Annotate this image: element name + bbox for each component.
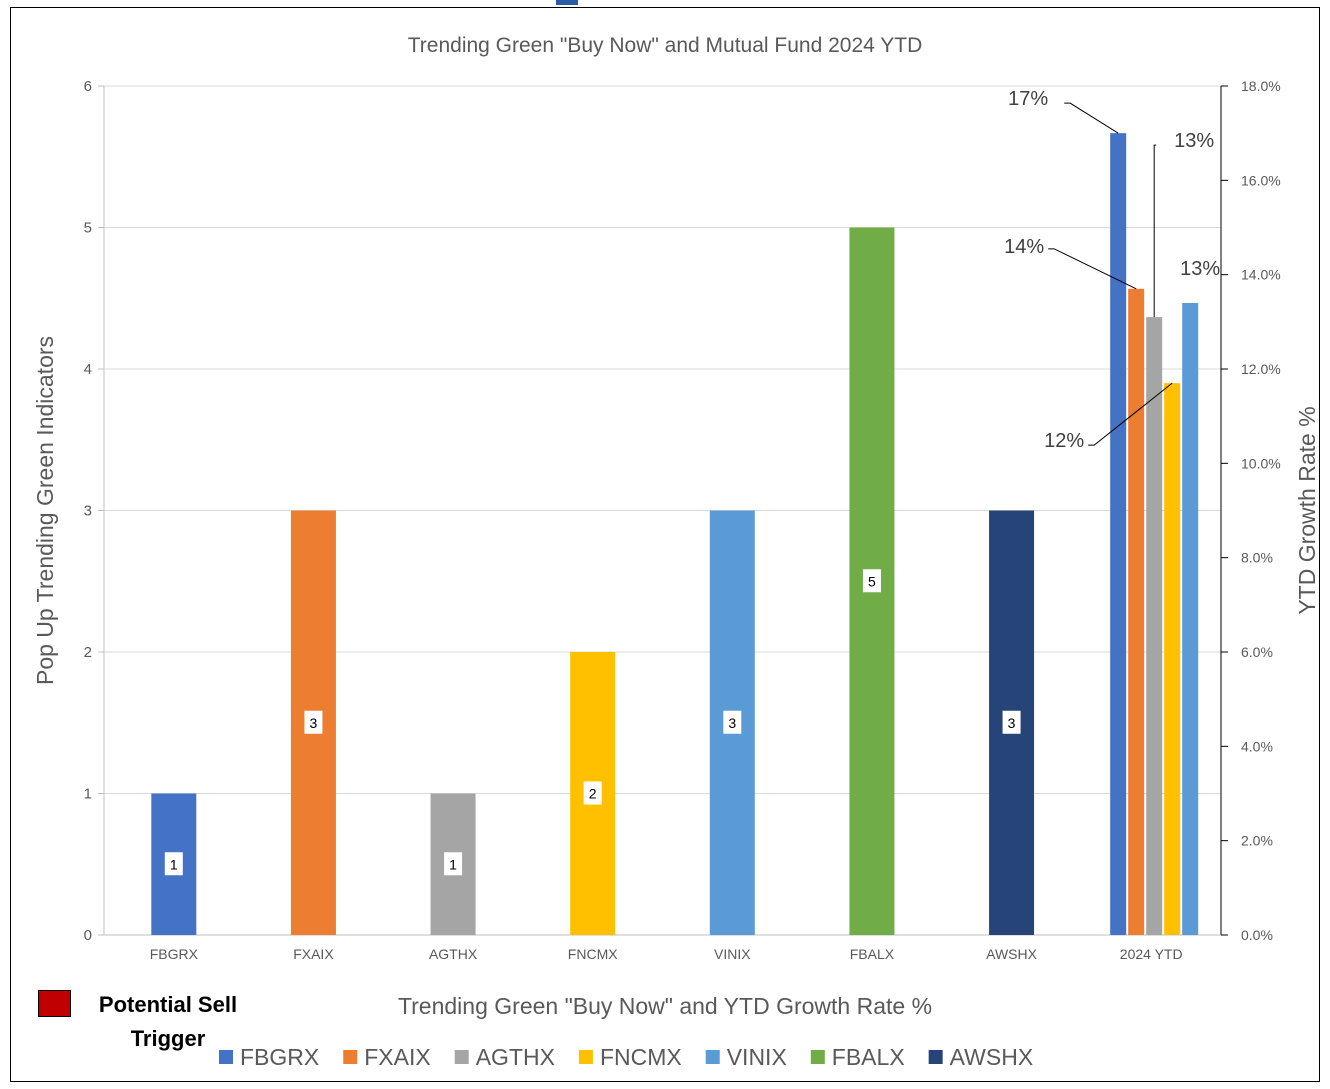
- ytd-leader-line: [1088, 382, 1173, 446]
- indicator-label: 3: [310, 715, 318, 731]
- ytd-data-label: 17%: [1008, 88, 1048, 110]
- indicator-label-box: [862, 569, 881, 593]
- y2-tick-label: 16.0%: [1241, 172, 1281, 188]
- y-tick-label: 6: [84, 78, 92, 95]
- x-tick-label: 2024 YTD: [1120, 946, 1183, 962]
- sell-trigger-legend: Potential Sell Trigger: [38, 988, 268, 1058]
- x-tick-label: FNCMX: [568, 946, 618, 962]
- legend-swatch: [578, 1050, 593, 1064]
- chart-frame: 0 1 2 3 4 5 6 0.0% 2.0% 4.0% 6.0% 8.0% 10.0% 12.0% 14.…: [10, 7, 1320, 1082]
- ytd-leader-line: [1048, 248, 1137, 290]
- y2-tick-label: 14.0%: [1241, 267, 1281, 283]
- x-tick-label: FBGRX: [150, 946, 199, 962]
- y-axis-title: Pop Up Trending Green Indicators: [32, 336, 58, 685]
- legend-swatch: [219, 1050, 233, 1064]
- y-tick-label: 3: [84, 503, 92, 520]
- legend-swatch: [928, 1050, 943, 1064]
- x-tick-label: AWSHX: [986, 946, 1037, 962]
- ytd-data-label: 13%: [1180, 258, 1220, 280]
- legend-label: FXAIX: [364, 1044, 430, 1070]
- legend-label: FBGRX: [240, 1044, 319, 1070]
- ytd-leader-line: [1064, 102, 1119, 134]
- indicator-label: 2: [589, 786, 597, 802]
- ytd-bar: [1128, 288, 1145, 936]
- indicator-label: 3: [1008, 715, 1016, 731]
- sell-trigger-swatch: [38, 990, 71, 1017]
- legend-label: AWSHX: [950, 1044, 1034, 1070]
- y2-tick-label: 0.0%: [1241, 927, 1273, 943]
- y-tick-label: 2: [84, 644, 92, 661]
- ytd-leader-line: [1153, 144, 1157, 318]
- ytd-bar: [1182, 302, 1199, 935]
- title-accent-fragment: [556, 0, 578, 5]
- indicator-label-box: [304, 710, 323, 734]
- ytd-data-label: 13%: [1174, 130, 1214, 152]
- y2-tick-label: 2.0%: [1241, 833, 1273, 849]
- ytd-data-label: 12%: [1044, 430, 1084, 452]
- x-tick-label: FBALX: [850, 946, 895, 962]
- chart-title: Trending Green "Buy Now" and Mutual Fund…: [408, 34, 923, 57]
- legend-swatch: [705, 1050, 720, 1064]
- y-tick-label: 4: [84, 361, 92, 378]
- ytd-bar: [1164, 383, 1181, 935]
- x-axis-title: Trending Green "Buy Now" and YTD Growth …: [398, 993, 932, 1019]
- y2-axis-title: YTD Growth Rate %: [1294, 406, 1319, 614]
- y-tick-label: 0: [84, 927, 92, 944]
- legend-label: FBALX: [832, 1044, 905, 1070]
- legend-label: VINIX: [727, 1044, 787, 1070]
- chart: 0 1 2 3 4 5 6 0.0% 2.0% 4.0% 6.0% 8.0% 10.0% 12.0% 14.…: [32, 34, 1319, 1070]
- indicator-label: 5: [868, 573, 876, 589]
- y2-tick-label: 18.0%: [1241, 78, 1281, 94]
- indicator-label-box: [1002, 710, 1021, 734]
- indicator-label-box: [723, 710, 742, 734]
- y2-tick-label: 8.0%: [1241, 550, 1273, 566]
- indicator-label: 1: [170, 856, 178, 872]
- indicator-label-box: [444, 852, 463, 876]
- indicator-label: 1: [449, 856, 457, 872]
- y2-tick-label: 10.0%: [1241, 455, 1281, 471]
- legend-label: FNCMX: [600, 1044, 682, 1070]
- indicator-label: 3: [728, 715, 736, 731]
- indicator-label-box: [164, 852, 183, 876]
- y2-tick-label: 12.0%: [1241, 361, 1281, 377]
- ytd-bar: [1110, 133, 1127, 936]
- legend-swatch: [343, 1050, 358, 1064]
- ytd-data-label: 14%: [1004, 236, 1044, 258]
- legend-label: AGTHX: [476, 1044, 555, 1070]
- indicator-label-box: [583, 781, 602, 805]
- ytd-bar: [1146, 317, 1163, 935]
- y-tick-label: 1: [84, 786, 92, 803]
- y2-tick-label: 4.0%: [1241, 738, 1273, 754]
- y2-tick-label: 6.0%: [1241, 644, 1273, 660]
- x-tick-label: AGTHX: [429, 946, 478, 962]
- legend-swatch: [810, 1050, 825, 1064]
- top-strip: [0, 0, 1330, 8]
- x-tick-label: VINIX: [714, 946, 751, 962]
- y-tick-label: 5: [84, 220, 92, 237]
- legend-swatch: [454, 1050, 469, 1064]
- sell-trigger-label: Potential Sell Trigger: [98, 992, 238, 1051]
- x-tick-label: FXAIX: [293, 946, 334, 962]
